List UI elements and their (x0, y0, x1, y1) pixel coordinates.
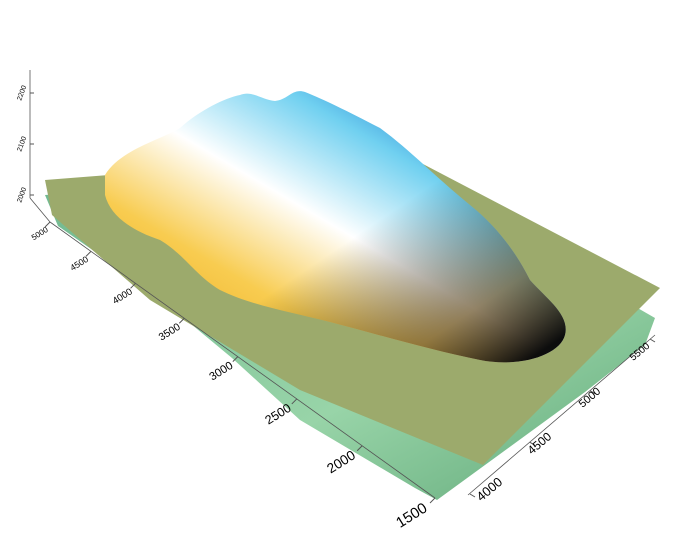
y-tick (85, 251, 92, 257)
y-tick (232, 356, 239, 362)
x-tick-label: 4500 (525, 429, 555, 457)
y-tick-label: 4000 (111, 286, 135, 307)
y-tick-label: 2000 (324, 447, 358, 476)
y-tick (130, 282, 136, 289)
y-axis (49, 221, 436, 499)
x-tick (649, 338, 656, 343)
y-tick-label: 3500 (157, 322, 183, 344)
x-tick-label: 4000 (473, 474, 505, 504)
terrain-shading (105, 91, 566, 363)
y-tick-label: 1500 (393, 499, 430, 531)
y-tick-label: 5000 (30, 225, 50, 242)
x-axis (467, 334, 656, 496)
y-tick (178, 317, 185, 324)
z-tick-label: 2200 (16, 85, 28, 102)
y-tick (291, 398, 298, 405)
z-tick-label: 2000 (16, 187, 28, 204)
y-tick-label: 3000 (208, 360, 236, 384)
x-tick (529, 441, 536, 446)
y-tick (44, 221, 51, 228)
y-tick-label: 4500 (68, 254, 90, 273)
x-tick (589, 390, 596, 395)
x-tick (469, 493, 476, 498)
z-axis-foot (29, 197, 51, 223)
z-tick-label: 2100 (16, 136, 28, 153)
y-tick (429, 497, 436, 504)
y-tick (356, 445, 363, 452)
